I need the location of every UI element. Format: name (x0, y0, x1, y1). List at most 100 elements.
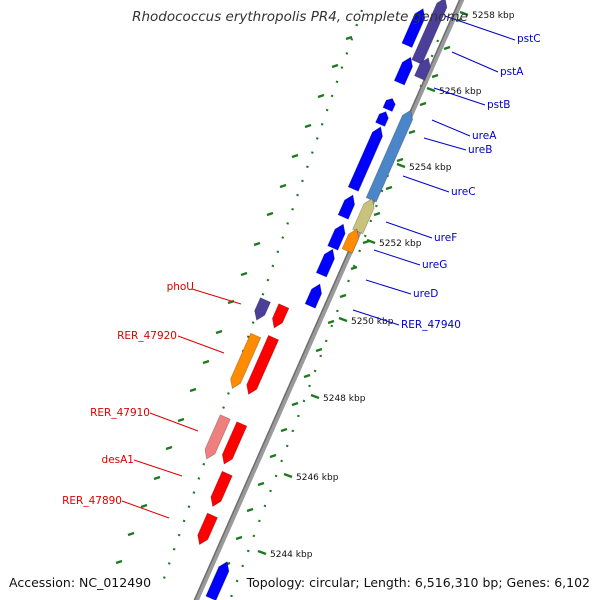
track-dash (317, 93, 325, 99)
label-leader-pstb (433, 87, 486, 106)
gene-label-pstb[interactable]: pstB (487, 99, 510, 111)
tick-label-5250-kbp: 5250 kbp (351, 317, 394, 327)
label-leader-rer-47890 (121, 500, 170, 519)
track-dash (266, 211, 274, 217)
gene-label-pstc[interactable]: pstC (517, 33, 541, 45)
gene-rer-47910[interactable] (204, 414, 231, 460)
track-dash (235, 535, 243, 541)
tick-label-5248-kbp: 5248 kbp (323, 394, 366, 404)
gene-label-rer-47940[interactable]: RER_47940 (401, 319, 461, 331)
tick-label-5258-kbp: 5258 kbp (472, 11, 515, 21)
backbone-line (193, 0, 465, 600)
gene-label-uref[interactable]: ureF (434, 232, 457, 244)
label-leader-uref (385, 221, 433, 239)
gene-reverse-b[interactable] (246, 334, 280, 396)
gene-uref-forward[interactable] (337, 194, 356, 220)
tick-label-5252-kbp: 5252 kbp (379, 239, 422, 249)
track-dash (240, 271, 248, 277)
track-dash (257, 481, 265, 487)
gene-pstb-forward[interactable] (393, 56, 413, 86)
track-dash (396, 157, 404, 163)
gene-phou[interactable] (254, 297, 272, 321)
track-dash (303, 373, 311, 379)
track-dash (127, 531, 135, 537)
track-dash (177, 417, 185, 423)
label-leader-rer-47940 (352, 309, 400, 326)
track-dash (140, 503, 148, 509)
track-dash (350, 265, 358, 271)
gene-labels: pstC pstA pstB ureA ureB ureC ureF ureG ureD RER_… (62, 15, 541, 519)
label-leader-desa1 (133, 459, 183, 477)
gene-label-ureg[interactable]: ureG (422, 259, 447, 271)
gene-desa1[interactable] (221, 421, 248, 465)
gene-label-desa1[interactable]: desA1 (102, 454, 134, 466)
gene-label-ured[interactable]: ureD (413, 288, 438, 300)
track-dash (153, 475, 161, 481)
track-dash (443, 45, 451, 51)
gene-label-rer-47910[interactable]: RER_47910 (90, 407, 150, 419)
tick-mark (366, 238, 376, 245)
gene-label-urea[interactable]: ureA (472, 130, 497, 142)
gene-ureb-forward[interactable] (347, 126, 383, 192)
label-leader-ureg (373, 249, 421, 266)
track-dash (202, 359, 210, 365)
gene-urea-forward[interactable] (375, 111, 389, 127)
track-dash (253, 241, 261, 247)
label-leader-ureb (423, 137, 467, 151)
gene-forward[interactable] (401, 8, 426, 49)
track-dash (315, 347, 323, 353)
gene-rer-47940[interactable] (304, 283, 323, 309)
label-leader-urea (431, 119, 471, 137)
gene-label-psta[interactable]: pstA (500, 66, 524, 78)
track-dash (373, 211, 381, 217)
gene-ured[interactable] (341, 228, 360, 254)
gene-small-forward[interactable] (382, 98, 396, 113)
gene-label-ureb[interactable]: ureB (468, 144, 492, 156)
track-dash (189, 387, 197, 393)
backbone-shadow (193, 0, 461, 600)
track-dash (269, 453, 277, 459)
gene-label-urec[interactable]: ureC (451, 186, 476, 198)
track-dash (327, 319, 335, 325)
track-dash (246, 507, 254, 513)
gene-psta[interactable] (413, 57, 431, 81)
track-dash (304, 123, 312, 129)
label-leader-urec (402, 175, 450, 193)
track-dash (331, 63, 339, 69)
gene-rer-47920[interactable] (230, 332, 262, 390)
dotted-tracks (115, 9, 463, 600)
gene-label-phou[interactable]: phoU (167, 281, 194, 293)
topology-text: Topology: circular; Length: 6,516,310 bp… (246, 575, 590, 590)
tick-mark (426, 86, 436, 93)
track-dash (339, 293, 347, 299)
label-leader-rer-47910 (149, 412, 199, 432)
tick-mark (459, 10, 469, 17)
gene-forward-b[interactable] (327, 223, 346, 251)
gene-label-rer-47890[interactable]: RER_47890 (62, 495, 122, 507)
gene-urec[interactable] (365, 109, 414, 203)
map-title: Rhodococcus erythropolis PR4, complete g… (132, 9, 468, 25)
track-dash (291, 153, 299, 159)
tick-mark (283, 472, 293, 479)
track-dash (419, 101, 427, 107)
gene-forward-c[interactable] (315, 248, 335, 278)
gene-rer-47890[interactable] (197, 512, 219, 546)
tick-label-5254-kbp: 5254 kbp (409, 163, 452, 173)
gene-reverse-c[interactable] (210, 470, 233, 508)
track-dash (455, 17, 463, 23)
gene-label-rer-47920[interactable]: RER_47920 (117, 330, 177, 342)
label-leader-phou (191, 288, 242, 305)
track-dash (431, 73, 439, 79)
tick-mark (310, 393, 320, 400)
genome-backbone (193, 0, 465, 600)
tick-label-5256-kbp: 5256 kbp (439, 87, 482, 97)
track-dash (280, 427, 288, 433)
gene-ureg[interactable] (352, 197, 375, 235)
gene-reverse-a[interactable] (271, 303, 290, 329)
dotted-track-line (228, 39, 440, 600)
track-dash (279, 183, 287, 189)
coordinate-ticks: 5258 kbp 5256 kbp 5254 kbp 5252 kbp 5250 kbp… (257, 10, 515, 560)
accession-text: Accession: NC_012490 (9, 575, 152, 590)
